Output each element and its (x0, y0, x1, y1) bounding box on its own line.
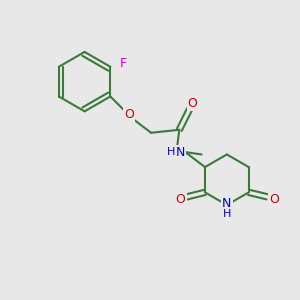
Text: F: F (119, 57, 126, 70)
Text: O: O (176, 193, 185, 206)
Text: N: N (176, 146, 185, 159)
Text: O: O (269, 193, 279, 206)
Text: O: O (124, 108, 134, 122)
Text: H: H (167, 147, 175, 157)
Text: O: O (188, 97, 198, 110)
Text: H: H (223, 209, 231, 220)
Text: N: N (222, 197, 232, 210)
